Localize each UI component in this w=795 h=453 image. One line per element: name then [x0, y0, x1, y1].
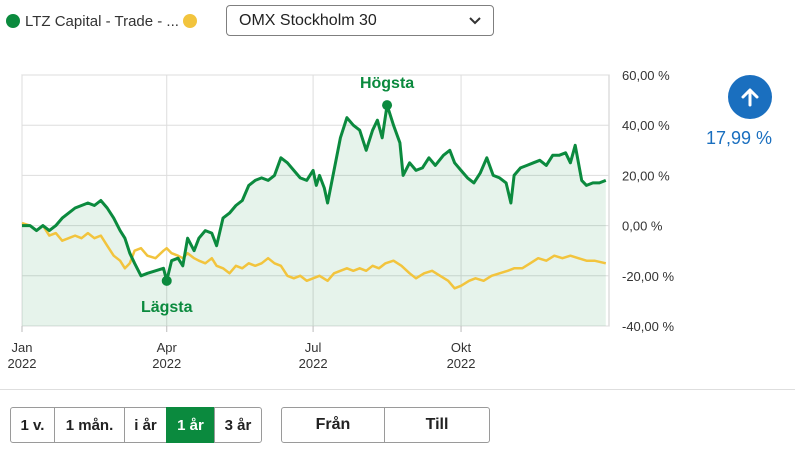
change-indicator [728, 75, 772, 119]
high-label: Högsta [360, 75, 414, 92]
high-marker [382, 100, 393, 111]
y-tick-label: -40,00 % [622, 319, 674, 334]
chart-legend: LTZ Capital - Trade - ... [6, 6, 197, 36]
series-line-main [22, 103, 607, 283]
series-label-ltz[interactable]: LTZ Capital - Trade - ... [25, 12, 179, 30]
y-tick-label: 60,00 % [622, 68, 670, 83]
divider [0, 389, 795, 390]
range-button-1m[interactable]: 1 mån. [54, 407, 125, 443]
range-button-1y[interactable]: 1 år [166, 407, 215, 443]
low-marker [161, 275, 172, 286]
low-label: Lägsta [141, 299, 193, 316]
x-tick-label: Jul 2022 [299, 340, 328, 371]
change-value: 17,99 % [706, 128, 773, 148]
x-tick-label: Jan 2022 [8, 340, 37, 371]
range-button-1w[interactable]: 1 v. [10, 407, 55, 443]
series-color-dot [6, 14, 20, 28]
range-button-3y[interactable]: 3 år [214, 407, 262, 443]
x-tick-label: Apr 2022 [152, 340, 181, 371]
series-line-benchmark [21, 221, 607, 290]
series-area [22, 105, 606, 326]
y-tick-label: -20,00 % [622, 269, 674, 284]
to-date-button[interactable]: Till [384, 407, 490, 443]
y-tick-label: 20,00 % [622, 168, 670, 183]
from-date-button[interactable]: Från [281, 407, 385, 443]
chevron-down-icon [469, 17, 481, 25]
benchmark-select[interactable]: OMX Stockholm 30 [226, 5, 494, 36]
range-button-ytd[interactable]: i år [124, 407, 167, 443]
y-tick-label: 0,00 % [622, 219, 663, 234]
range-selector: 1 v. 1 mån. i år 1 år 3 år [10, 407, 262, 443]
benchmark-color-dot [182, 14, 197, 28]
date-range-buttons: Från Till [281, 407, 490, 443]
arrow-up-icon [741, 88, 759, 107]
x-tick-label: Okt 2022 [447, 340, 476, 371]
y-tick-label: 40,00 % [622, 118, 670, 133]
performance-chart: 60,00 % 40,00 % 20,00 % 0,00 % -20,00 % -40,0… [8, 68, 675, 371]
benchmark-select-value: OMX Stockholm 30 [239, 11, 377, 29]
